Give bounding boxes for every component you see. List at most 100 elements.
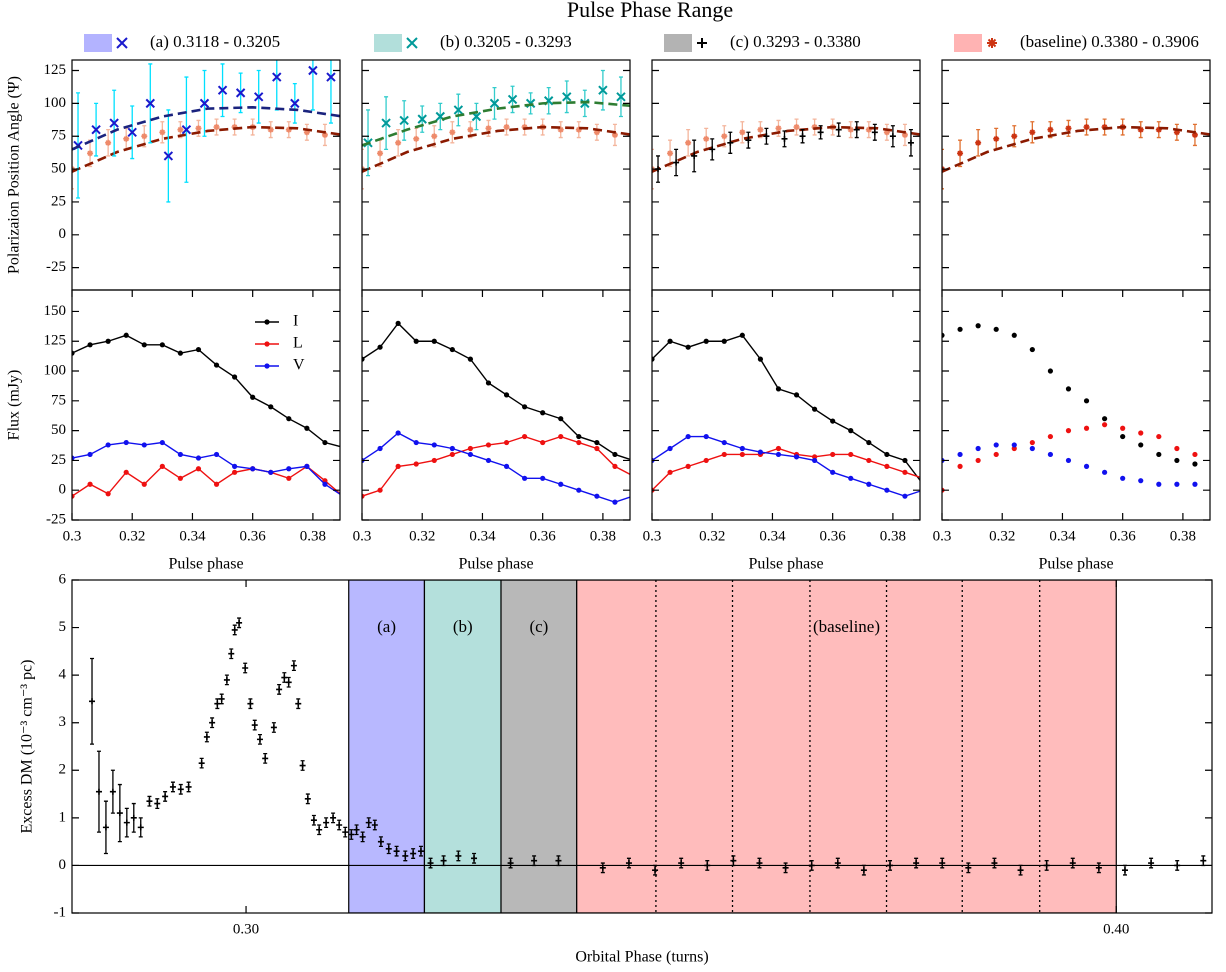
- plot-frame: [361, 289, 631, 521]
- data-point: [371, 821, 378, 828]
- data-point: [884, 463, 890, 469]
- x-axis-label: Pulse phase: [168, 556, 243, 573]
- data-point: [247, 700, 254, 707]
- data-point: [1101, 124, 1108, 131]
- legend-marker: [406, 37, 418, 49]
- data-point: [540, 410, 546, 416]
- data-point: [123, 439, 129, 446]
- data-point: [213, 362, 220, 368]
- data-point: [957, 463, 963, 469]
- data-point: [402, 852, 409, 859]
- data-point: [123, 819, 130, 826]
- data-point: [709, 146, 716, 153]
- data-point: [975, 457, 981, 464]
- data-point: [453, 105, 464, 115]
- data-point: [993, 442, 999, 448]
- data-point: [1192, 481, 1198, 487]
- data-point: [377, 445, 383, 452]
- data-point: [105, 139, 112, 146]
- data-point: [109, 788, 116, 795]
- data-point: [522, 475, 528, 481]
- data-point: [920, 482, 925, 487]
- data-point: [739, 129, 746, 136]
- data-point: [359, 833, 366, 840]
- data-point: [775, 451, 782, 458]
- data-point: [87, 342, 93, 348]
- data-point: [1210, 458, 1215, 463]
- data-point: [1011, 332, 1017, 338]
- data-point: [1156, 481, 1162, 487]
- legend-label: (baseline) 0.3380 - 0.3906: [1020, 32, 1199, 51]
- data-point: [485, 457, 492, 464]
- data-point: [270, 724, 277, 731]
- series-line: [72, 441, 340, 496]
- data-point: [1120, 425, 1126, 431]
- series-line: [652, 334, 920, 482]
- y-tick-label: 6: [59, 571, 67, 587]
- data-point: [667, 469, 673, 475]
- data-point: [195, 455, 202, 461]
- y-tick-label: 2: [59, 762, 67, 778]
- data-point: [557, 126, 564, 133]
- x-tick-label: 0.34: [1049, 528, 1076, 544]
- data-point: [1138, 442, 1144, 448]
- data-point: [531, 857, 538, 864]
- phase-region: [348, 580, 426, 913]
- data-point: [865, 126, 872, 133]
- data-point: [991, 860, 998, 867]
- data-point: [467, 126, 474, 133]
- legend-label: (c) 0.3293 - 0.3380: [730, 32, 861, 51]
- data-point: [1174, 862, 1181, 869]
- data-point: [965, 864, 972, 871]
- data-point: [413, 135, 420, 142]
- data-point: [322, 439, 328, 446]
- data-point: [1137, 126, 1144, 133]
- data-point: [304, 425, 310, 431]
- data-point: [993, 326, 999, 332]
- data-point: [630, 494, 635, 499]
- data-point: [703, 135, 710, 142]
- data-point: [1083, 398, 1090, 404]
- data-point: [507, 860, 514, 867]
- data-point: [336, 821, 343, 828]
- fit-curve: [362, 125, 630, 173]
- fit-curve: [362, 100, 630, 147]
- x-tick-label: 0.3: [63, 528, 82, 544]
- data-point: [177, 350, 184, 356]
- x-axis-label: Pulse phase: [748, 556, 823, 573]
- data-point: [830, 469, 836, 475]
- data-point: [177, 475, 184, 481]
- data-point: [127, 127, 137, 137]
- data-point: [540, 439, 546, 446]
- plot-area: [942, 118, 1210, 190]
- data-point: [808, 862, 815, 869]
- data-point: [562, 92, 572, 102]
- data-point: [431, 442, 437, 448]
- data-point: [72, 350, 75, 356]
- data-point: [299, 762, 306, 769]
- series-line: [362, 322, 630, 461]
- data-point: [395, 430, 401, 436]
- legend-patch: [954, 34, 982, 52]
- x-axis-label: Pulse phase: [458, 556, 533, 573]
- data-point: [799, 133, 806, 140]
- data-point: [521, 124, 528, 131]
- data-point: [87, 481, 93, 487]
- data-point: [236, 619, 243, 626]
- data-point: [267, 126, 274, 133]
- data-point: [830, 418, 836, 424]
- data-point: [250, 394, 256, 400]
- series-line: [72, 334, 340, 448]
- series-line: [652, 447, 920, 491]
- region-label: (a): [377, 617, 396, 636]
- data-point: [467, 451, 474, 458]
- data-point: [340, 137, 346, 143]
- x-tick-label: 0.32: [409, 528, 435, 544]
- data-point: [431, 338, 437, 344]
- data-point: [739, 445, 745, 452]
- data-point: [1047, 126, 1054, 133]
- data-point: [685, 463, 691, 469]
- data-point: [87, 150, 94, 157]
- plot-area: [362, 320, 635, 505]
- y-tick-label: 4: [59, 667, 67, 683]
